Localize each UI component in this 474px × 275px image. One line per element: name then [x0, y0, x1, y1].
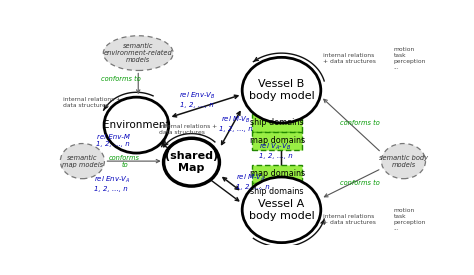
Text: rel M-V$_A$
1, 2, ..., n: rel M-V$_A$ 1, 2, ..., n	[236, 173, 269, 190]
Text: Vessel B
body model: Vessel B body model	[249, 79, 314, 101]
Text: (shared)
Map: (shared) Map	[165, 151, 218, 173]
Ellipse shape	[242, 57, 321, 123]
Ellipse shape	[242, 177, 321, 243]
Text: semantic
environment-related
models: semantic environment-related models	[104, 43, 173, 63]
Text: semantic body
models: semantic body models	[379, 155, 428, 168]
Ellipse shape	[104, 97, 169, 153]
Text: semantic
map models: semantic map models	[62, 155, 103, 167]
Text: rel M-V$_B$
1, 2, ..., n: rel M-V$_B$ 1, 2, ..., n	[219, 115, 253, 132]
Text: rel Env-M
1, 2, ..., n: rel Env-M 1, 2, ..., n	[96, 134, 130, 147]
FancyBboxPatch shape	[252, 183, 302, 200]
Text: rel Env-V$_A$
1, 2, ..., n: rel Env-V$_A$ 1, 2, ..., n	[94, 175, 131, 192]
Text: internal relations
+ data structures: internal relations + data structures	[323, 53, 376, 64]
Text: rel V$_A$-V$_B$
1, 2, ..., n: rel V$_A$-V$_B$ 1, 2, ..., n	[259, 142, 292, 159]
Text: Vessel A
body model: Vessel A body model	[249, 199, 314, 221]
Text: internal relations
+ data structures: internal relations + data structures	[323, 214, 376, 225]
Text: ship domains: ship domains	[250, 119, 304, 128]
Text: map domains: map domains	[249, 136, 305, 145]
Ellipse shape	[103, 36, 173, 70]
Ellipse shape	[60, 144, 104, 179]
Ellipse shape	[382, 144, 426, 179]
FancyBboxPatch shape	[252, 132, 302, 150]
Text: internal relations +
data structures: internal relations + data structures	[63, 97, 121, 108]
Text: motion
task
perception
...: motion task perception ...	[393, 47, 426, 70]
Text: conforms to: conforms to	[340, 120, 380, 127]
FancyBboxPatch shape	[252, 114, 302, 132]
Text: Environment: Environment	[103, 120, 170, 130]
Text: conforms to: conforms to	[340, 180, 380, 186]
Text: ship domains: ship domains	[250, 187, 304, 196]
FancyBboxPatch shape	[252, 165, 302, 183]
Text: map domains: map domains	[249, 169, 305, 178]
Text: conforms to: conforms to	[101, 76, 141, 82]
Text: motion
task
perception
...: motion task perception ...	[393, 208, 426, 230]
Text: conforms
to: conforms to	[109, 155, 140, 167]
Text: internal relations +
data structures: internal relations + data structures	[159, 124, 218, 135]
Ellipse shape	[164, 138, 219, 186]
Text: rel Env-V$_B$
1, 2, ..., n: rel Env-V$_B$ 1, 2, ..., n	[179, 90, 215, 108]
